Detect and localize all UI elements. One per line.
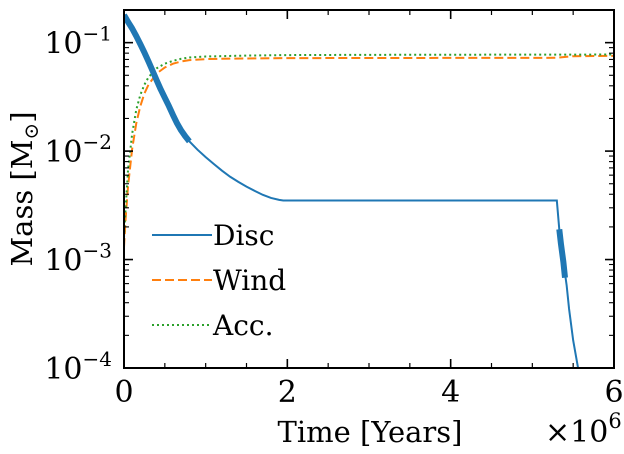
legend-label-wind: Wind: [213, 264, 286, 297]
plot-frame: [123, 9, 615, 369]
y-tick-base: 10: [44, 244, 82, 279]
x-tick-label: 2: [278, 375, 297, 410]
series-layer: [124, 13, 614, 368]
x-tick-label: 0: [114, 375, 133, 410]
disc-highlight-segment-1: [124, 13, 192, 144]
ticks-layer: [123, 10, 615, 369]
y-tick-base: 10: [44, 352, 82, 387]
x-tick-label: 6: [604, 375, 623, 410]
y-tick-label: 10−4: [44, 347, 112, 387]
y-tick-label: 10−1: [44, 22, 112, 62]
x-axis-label: Time [Years]: [278, 415, 463, 449]
y-tick-label: 10−3: [44, 239, 112, 279]
y-axis-label: Mass [M⊙]: [5, 111, 43, 266]
x-tick-label: 4: [441, 375, 460, 410]
y-axis-label-text: Mass [M: [5, 140, 39, 267]
series-line-acc: [124, 53, 614, 238]
y-tick-label: 10−2: [44, 130, 112, 170]
series-line-wind: [124, 54, 614, 248]
tick-labels-layer: 0 2 4 610−110−210−310−4: [44, 22, 623, 410]
legend-label-acc: Acc.: [212, 309, 273, 342]
y-tick-exponent: −3: [83, 239, 112, 263]
y-tick-exponent: −4: [83, 347, 112, 371]
legend: Disc Wind Acc.: [152, 219, 286, 342]
y-tick-base: 10: [44, 135, 82, 170]
y-tick-exponent: −1: [83, 22, 112, 46]
disc-highlight-segment-2: [556, 228, 568, 279]
legend-label-disc: Disc: [213, 219, 274, 252]
x-multiplier-base: ×10: [545, 415, 608, 450]
y-tick-base: 10: [44, 27, 82, 62]
x-axis-multiplier: ×106: [545, 409, 622, 450]
y-tick-exponent: −2: [83, 130, 112, 154]
series-line-disc: [124, 14, 580, 368]
x-multiplier-exponent: 6: [608, 409, 621, 433]
sun-symbol: ⊙: [19, 123, 43, 140]
y-axis-label-suffix: ]: [5, 111, 39, 122]
